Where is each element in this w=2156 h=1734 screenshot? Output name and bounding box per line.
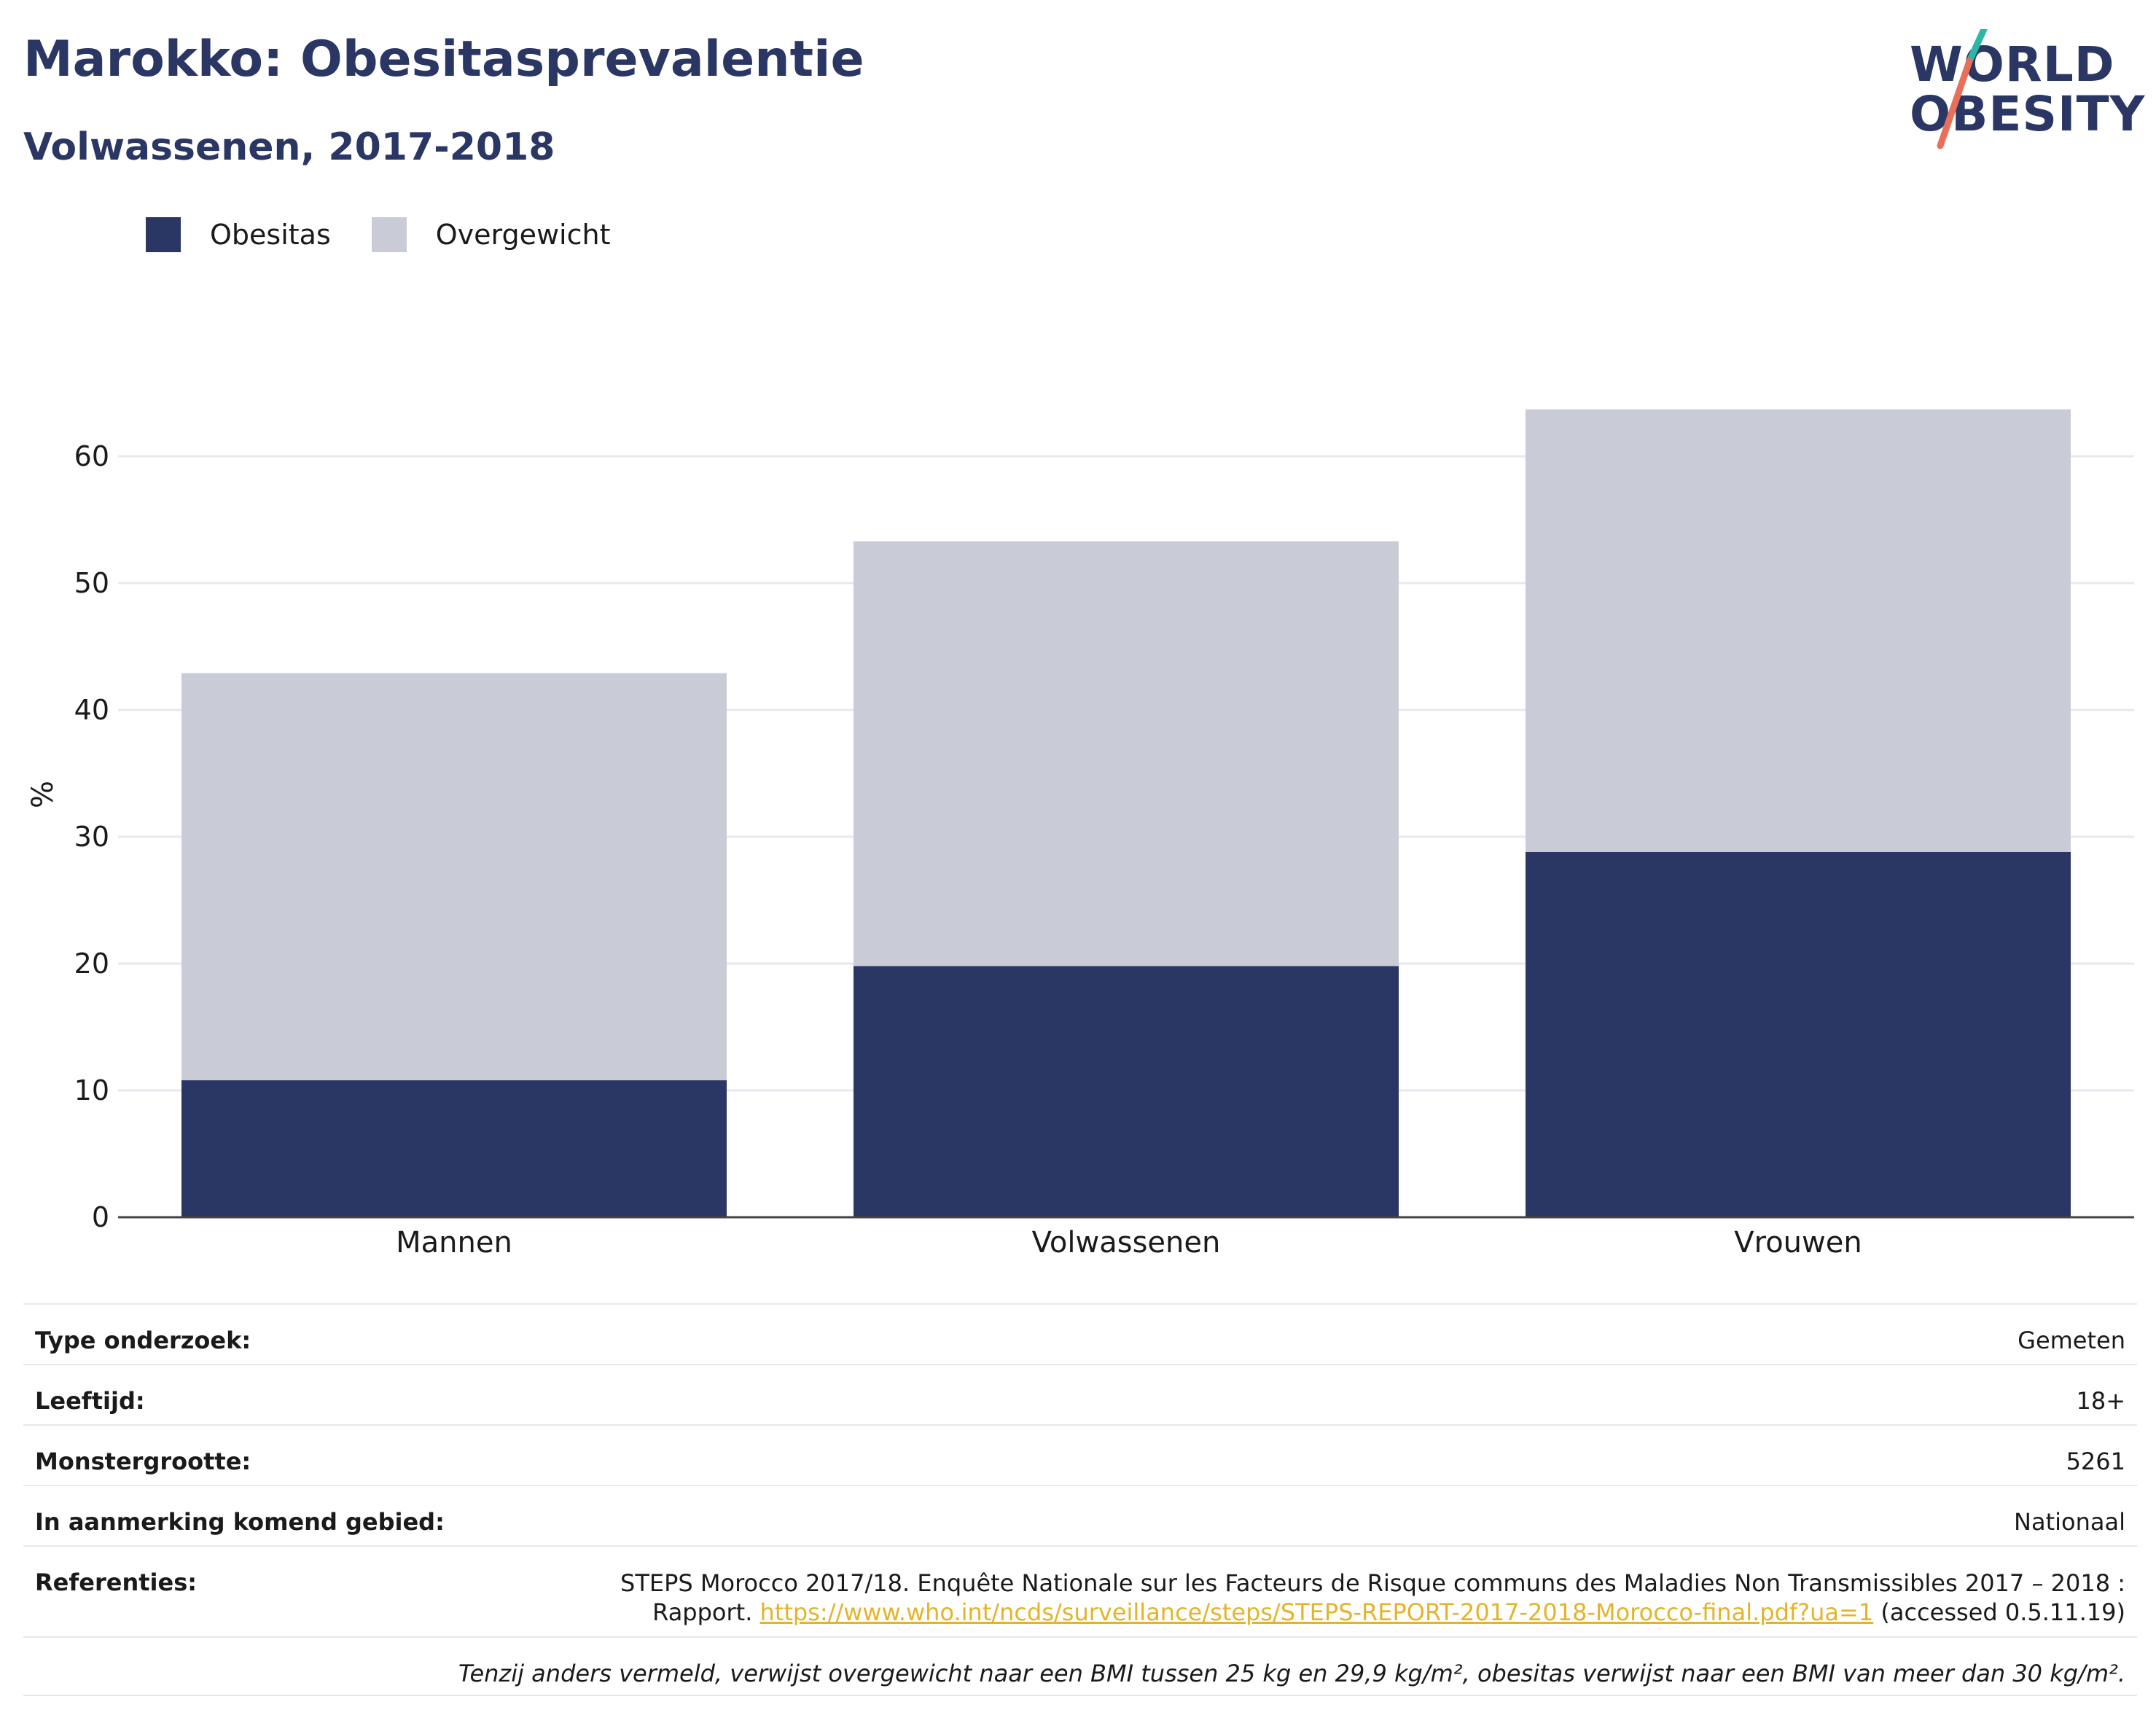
footnote: Tenzij anders vermeld, verwijst overgewi… — [23, 1636, 2137, 1696]
info-value: 5261 — [2066, 1448, 2125, 1475]
y-tick-label: 40 — [74, 694, 109, 726]
y-axis-title: % — [26, 781, 60, 808]
footnote-text: Tenzij anders vermeld, verwijst overgewi… — [458, 1660, 2125, 1687]
info-value: Nationaal — [2014, 1508, 2125, 1536]
info-value: 18+ — [2076, 1387, 2125, 1415]
legend-swatch-overweight — [371, 217, 407, 252]
logo-line-1: WORLD — [1910, 36, 2115, 93]
page-subtitle: Volwassenen, 2017-2018 — [23, 125, 555, 169]
x-tick-label: Vrouwen — [1734, 1226, 1862, 1260]
info-label: Leeftijd: — [35, 1387, 145, 1415]
info-row-sample-size: Monstergrootte: 5261 — [23, 1424, 2137, 1485]
info-value: Gemeten — [2018, 1327, 2125, 1354]
legend-item-overweight[interactable]: Overgewicht — [371, 217, 611, 252]
legend-item-obesity[interactable]: Obesitas — [146, 217, 331, 252]
references-link[interactable]: https://www.who.int/ncds/surveillance/st… — [759, 1598, 1874, 1626]
bar-overweight-volwassenen — [854, 541, 1399, 966]
x-tick-label: Mannen — [396, 1226, 512, 1260]
y-tick-label: 30 — [74, 821, 109, 853]
info-row-age: Leeftijd: 18+ — [23, 1364, 2137, 1424]
info-label: In aanmerking komend gebied: — [35, 1508, 445, 1536]
logo-slash-icon — [1937, 29, 1988, 149]
info-row-survey-type: Type onderzoek: Gemeten — [23, 1303, 2137, 1364]
references-text-2: Rapport. — [652, 1598, 760, 1626]
bar-obesity-vrouwen — [1526, 851, 2071, 1217]
info-label: Monstergrootte: — [35, 1448, 251, 1475]
y-tick-label: 10 — [74, 1074, 109, 1106]
x-tick-label: Volwassenen — [1032, 1226, 1221, 1260]
references-value: STEPS Morocco 2017/18. Enquête Nationale… — [620, 1569, 2125, 1627]
page-title: Marokko: Obesitasprevalentie — [23, 31, 864, 88]
info-row-references: Referenties: STEPS Morocco 2017/18. Enqu… — [23, 1545, 2137, 1636]
legend-swatch-obesity — [146, 217, 181, 252]
y-tick-label: 0 — [92, 1201, 109, 1233]
references-label: Referenties: — [35, 1569, 198, 1596]
y-tick-label: 50 — [74, 567, 109, 599]
bar-overweight-mannen — [181, 673, 727, 1081]
info-table: Type onderzoek: Gemeten Leeftijd: 18+ Mo… — [23, 1303, 2137, 1696]
bar-obesity-volwassenen — [854, 966, 1399, 1217]
world-obesity-logo: WORLD OBESITY — [1895, 29, 2144, 160]
bar-obesity-mannen — [181, 1080, 727, 1217]
y-tick-label: 60 — [74, 440, 109, 472]
y-tick-label: 20 — [74, 948, 109, 980]
references-suffix: (accessed 0.5.11.19) — [1873, 1598, 2125, 1626]
bar-overweight-vrouwen — [1526, 409, 2071, 852]
legend-label-obesity: Obesitas — [210, 219, 331, 251]
info-row-area: In aanmerking komend gebied: Nationaal — [23, 1485, 2137, 1545]
info-label: Type onderzoek: — [35, 1327, 251, 1354]
references-text-1: STEPS Morocco 2017/18. Enquête Nationale… — [620, 1569, 2125, 1597]
legend: Obesitas Overgewicht — [146, 217, 652, 252]
legend-label-overweight: Overgewicht — [435, 219, 611, 251]
bar-chart: 0 10 20 30 40 50 60% Mannen Volwassenen Vrouwen — [26, 409, 2134, 1260]
